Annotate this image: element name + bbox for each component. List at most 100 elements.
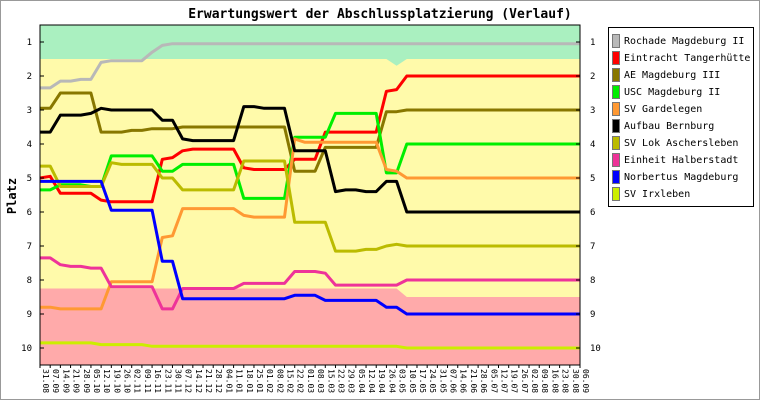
x-tick-label: 31.08	[41, 369, 50, 393]
legend-item: AE Magdeburg III	[612, 67, 720, 83]
x-tick-label: 12.04	[367, 369, 376, 393]
x-tick-label: 14.09	[61, 369, 70, 393]
series-line	[40, 341, 580, 350]
legend-item: USC Magdeburg II	[612, 84, 720, 100]
y-tick-label: 10	[21, 344, 32, 354]
x-tick-label: 12.07	[499, 369, 508, 393]
x-tick-label: 30.08	[571, 369, 580, 393]
legend: Rochade Magdeburg II Eintracht Tangerhütt…	[608, 27, 754, 207]
legend-swatch	[612, 51, 620, 65]
series-line	[40, 111, 580, 200]
x-tick-label: 26.07	[520, 369, 529, 393]
x-tick-label: 31.05	[438, 369, 447, 393]
x-tick-label: 16.11	[153, 369, 162, 393]
legend-label: Einheit Halberstadt	[624, 154, 739, 166]
x-tick-label: 04.01	[224, 369, 233, 393]
y-tick-label-right: 1	[590, 38, 595, 48]
x-tick-label: 02.08	[530, 369, 539, 393]
legend-label: Rochade Magdeburg II	[624, 35, 745, 47]
legend-swatch	[612, 34, 620, 48]
x-tick-label: 03.05	[398, 369, 407, 393]
x-tick-label: 23.08	[561, 369, 570, 393]
x-tick-label: 28.12	[214, 369, 223, 393]
legend-swatch	[612, 119, 620, 133]
y-tick-label: 9	[27, 310, 32, 320]
y-tick-label-right: 6	[590, 208, 595, 218]
x-tick-label: 07.06	[449, 369, 458, 393]
legend-swatch	[612, 153, 620, 167]
x-tick-label: 30.11	[173, 369, 182, 393]
x-tick-label: 10.05	[408, 369, 417, 393]
series-line	[40, 256, 580, 311]
y-tick-label: 5	[27, 174, 32, 184]
legend-item: SV Irxleben	[612, 186, 690, 202]
x-tick-label: 07.09	[51, 369, 60, 393]
zone-bottom	[40, 288, 580, 365]
x-tick-label: 28.09	[82, 369, 91, 393]
y-tick-label: 3	[27, 106, 32, 116]
x-tick-label: 22.02	[296, 369, 305, 393]
legend-label: SV Gardelegen	[624, 103, 703, 115]
y-tick-label-right: 5	[590, 174, 595, 184]
x-tick-label: 08.03	[316, 369, 325, 393]
x-tick-label: 21.09	[72, 369, 81, 393]
legend-item: SV Gardelegen	[612, 101, 702, 117]
x-tick-label: 21.06	[469, 369, 478, 393]
y-tick-label-right: 2	[590, 72, 595, 82]
y-tick-label-right: 7	[590, 242, 595, 252]
x-tick-label: 19.07	[510, 369, 519, 393]
y-tick-label-right: 9	[590, 310, 595, 320]
legend-label: USC Magdeburg II	[624, 86, 721, 98]
x-tick-label: 14.12	[194, 369, 203, 393]
x-tick-label: 24.05	[428, 369, 437, 393]
y-tick-label: 7	[27, 242, 32, 252]
y-tick-label-right: 10	[590, 344, 601, 354]
series-line	[40, 42, 580, 90]
x-tick-label: 22.03	[336, 369, 345, 393]
x-tick-label: 25.01	[255, 369, 264, 393]
y-tick-label-right: 8	[590, 276, 595, 286]
series-line	[39, 74, 580, 204]
legend-swatch	[612, 68, 620, 82]
y-tick-label-right: 3	[590, 106, 595, 116]
y-tick-label: 6	[27, 208, 32, 218]
x-tick-label: 07.12	[184, 369, 193, 393]
y-tick-label: 1	[27, 38, 32, 48]
x-tick-label: 06.09	[581, 369, 590, 393]
legend-label: SV Lok Aschersleben	[624, 137, 739, 149]
legend-swatch	[612, 136, 620, 150]
legend-item: Eintracht Tangerhütte	[612, 50, 750, 66]
legend-swatch	[612, 102, 620, 116]
legend-item: Norbertus Magdeburg	[612, 169, 738, 185]
legend-item: Rochade Magdeburg II	[612, 33, 744, 49]
x-tick-label: 05.10	[92, 369, 101, 393]
y-tick-label: 4	[27, 140, 32, 150]
x-tick-label: 29.03	[347, 369, 356, 393]
chart-title: Erwartungswert der Abschlussplatzierung …	[188, 7, 572, 22]
legend-label: AE Magdeburg III	[624, 69, 721, 81]
legend-swatch	[612, 187, 620, 201]
x-tick-label: 12.10	[102, 369, 111, 393]
y-tick-label-right: 4	[590, 140, 595, 150]
x-tick-label: 01.03	[306, 369, 315, 393]
x-tick-label: 11.01	[235, 369, 244, 393]
x-tick-label: 15.02	[286, 369, 295, 393]
legend-item: Einheit Halberstadt	[612, 152, 738, 168]
x-tick-label: 16.08	[550, 369, 559, 393]
x-tick-label: 14.06	[459, 369, 468, 393]
x-tick-label: 05.07	[489, 369, 498, 393]
x-tick-label: 08.02	[275, 369, 284, 393]
x-tick-label: 15.03	[326, 369, 335, 393]
series-line	[40, 179, 580, 316]
zone-top	[40, 25, 580, 66]
legend-item: Aufbau Bernburg	[612, 118, 714, 134]
x-tick-label: 05.04	[357, 369, 366, 393]
x-tick-label: 23.11	[163, 369, 172, 393]
legend-item: SV Lok Aschersleben	[612, 135, 738, 151]
x-tick-label: 26.10	[123, 369, 132, 393]
x-tick-label: 19.04	[377, 369, 386, 393]
legend-label: SV Irxleben	[624, 188, 691, 200]
x-tick-label: 02.11	[133, 369, 142, 393]
legend-label: Eintracht Tangerhütte	[624, 52, 751, 64]
x-tick-label: 17.05	[418, 369, 427, 393]
